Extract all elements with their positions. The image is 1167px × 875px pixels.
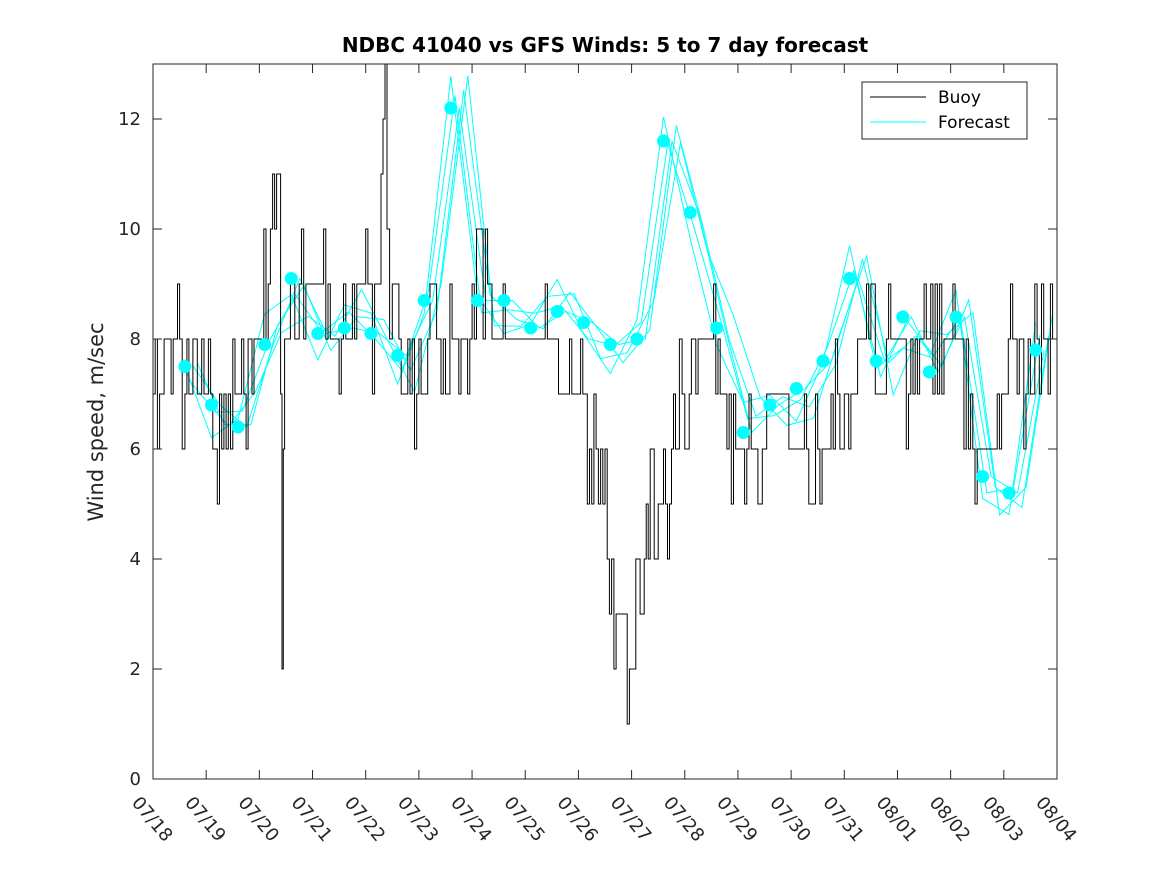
forecast-point [922,365,936,379]
forecast-point [550,305,564,318]
y-tick-label: 2 [130,659,141,680]
forecast-point [1029,343,1043,357]
forecast-point [630,332,644,346]
forecast-point [683,206,697,219]
forecast-markers [178,101,1043,500]
legend-buoy-label: Buoy [938,88,981,108]
legend: Buoy Forecast [861,81,1028,140]
buoy-line [153,63,1057,725]
forecast-point [763,398,777,412]
forecast-point [470,294,484,307]
forecast-point [258,338,272,351]
forecast-point [417,294,431,307]
y-tick-label: 0 [130,769,141,790]
legend-forecast-label: Forecast [938,113,1010,133]
forecast-point [657,134,670,148]
forecast-line [192,107,1045,494]
forecast-point [816,354,830,368]
plot-area [153,64,1057,779]
buoy-series [153,63,1057,725]
y-tick-label: 6 [130,439,141,460]
forecast-point [444,101,458,115]
y-tick-labels: 0 2 4 6 8 10 12 [118,109,141,790]
y-tick-label: 10 [118,219,141,240]
forecast-point [231,420,245,434]
forecast-point [843,272,857,285]
forecast-point [710,321,724,335]
forecast-point [789,382,803,395]
forecast-point [205,398,218,412]
forecast-point [603,338,617,351]
plot-frame [152,63,1058,780]
chart-title: NDBC 41040 vs GFS Winds: 5 to 7 day fore… [342,33,869,57]
forecast-point [284,272,298,285]
y-tick-label: 12 [118,109,141,130]
forecast-point [337,321,351,335]
forecast-point [497,294,511,307]
forecast-point [311,327,325,340]
forecast-point [178,360,192,373]
y-axis-label: Wind speed, m/sec [84,322,108,521]
forecast-point [736,426,750,439]
forecast-point [949,310,963,324]
forecast-point [896,310,910,324]
forecast-point [577,316,591,329]
y-tick-label: 8 [130,329,141,350]
forecast-point [869,354,883,368]
forecast-point [524,321,538,335]
forecast-point [1002,486,1016,500]
y-tick-label: 4 [130,549,141,570]
axis-ticks [152,64,1058,780]
forecast-point [976,470,990,483]
forecast-point [391,349,405,362]
legend-box [861,81,1028,140]
forecast-point [364,327,378,340]
